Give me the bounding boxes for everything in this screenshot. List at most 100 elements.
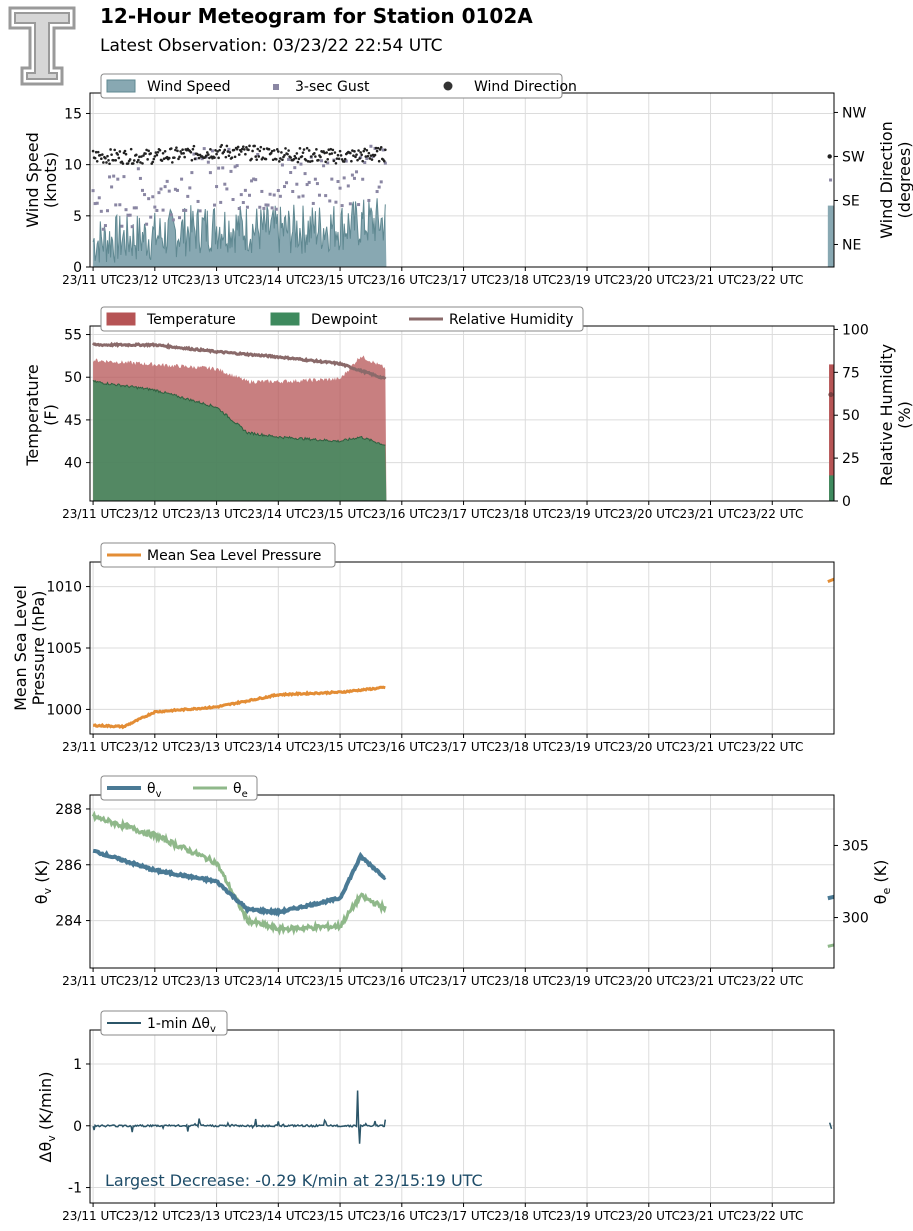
x-tick-label: 23/19 UTC — [556, 974, 618, 988]
wind-direction-point — [215, 152, 218, 156]
x-tick-label: 23/21 UTC — [680, 974, 742, 988]
gust-point — [161, 208, 165, 212]
gust-point — [350, 173, 354, 177]
legend-box — [100, 542, 336, 568]
wind-direction-point — [191, 147, 195, 151]
gust-point — [217, 166, 221, 170]
wind-direction-point — [279, 157, 282, 160]
gust-point — [334, 200, 338, 204]
wind-direction-point — [102, 161, 105, 164]
wind-direction-point — [232, 148, 236, 152]
x-tick-label: 23/20 UTC — [618, 740, 680, 754]
x-tick-label: 23/11 UTC — [62, 1209, 124, 1223]
gust-point — [355, 170, 359, 174]
wind-direction-point — [274, 158, 278, 161]
gust-point — [365, 157, 369, 161]
wind-direction-point — [223, 148, 227, 152]
x-tick-label: 23/20 UTC — [618, 507, 680, 521]
wind-direction-point — [343, 157, 347, 161]
wind-direction-point — [374, 146, 378, 150]
axis-label-line: Wind Speed — [23, 132, 42, 227]
y-tick-label: 15 — [64, 106, 82, 122]
gust-point — [369, 144, 373, 148]
y-tick-label-right: 50 — [842, 408, 860, 424]
wind-direction-point — [206, 151, 209, 154]
y-tick-label: 10 — [64, 158, 82, 174]
wind-direction-point — [355, 153, 358, 156]
wind-direction-point — [94, 150, 98, 154]
wind-direction-point — [140, 155, 143, 158]
wind-direction-point — [242, 145, 245, 148]
gust-point — [171, 218, 175, 222]
gust-point — [379, 180, 383, 184]
y-tick-label-right: NW — [842, 105, 866, 121]
wind-direction-point — [145, 148, 148, 152]
x-tick-label: 23/19 UTC — [556, 740, 618, 754]
gust-point — [134, 206, 138, 210]
gust-point — [307, 180, 311, 184]
wind-direction-point — [167, 156, 171, 160]
wind-direction-point — [308, 160, 312, 163]
y-tick-label-right: 0 — [842, 494, 851, 510]
x-tick-label: 23/16 UTC — [371, 273, 433, 287]
wind-direction-point — [248, 144, 251, 148]
x-tick-label: 23/16 UTC — [371, 507, 433, 521]
wind-direction-point — [147, 149, 150, 153]
wind-speed-latest — [827, 205, 834, 267]
wind-direction-point — [146, 158, 149, 161]
wind-direction-point — [364, 155, 368, 158]
gust-point — [233, 165, 237, 169]
gust-point — [97, 196, 101, 200]
wind-direction-point — [108, 162, 111, 166]
wind-direction-point — [349, 151, 352, 155]
dewpoint-latest — [829, 475, 834, 501]
y-tick-label-right: 75 — [842, 365, 860, 381]
wind-direction-point — [295, 152, 299, 155]
wind-direction-point — [289, 156, 292, 159]
gust-point — [276, 188, 280, 192]
gust-point — [122, 175, 126, 179]
wind-direction-point — [118, 150, 122, 153]
wind-direction-point — [192, 144, 196, 148]
wind-direction-point — [93, 156, 97, 160]
wind-direction-point — [128, 158, 132, 161]
x-tick-label: 23/22 UTC — [741, 740, 803, 754]
wind-direction-point — [182, 151, 185, 155]
gust-point — [285, 181, 289, 185]
x-tick-label: 23/14 UTC — [247, 273, 309, 287]
wind-direction-point — [171, 161, 174, 164]
wind-direction-point — [275, 148, 279, 151]
wind-direction-point — [360, 153, 363, 157]
x-tick-label: 23/21 UTC — [680, 1209, 742, 1223]
plot-frame — [89, 1029, 835, 1204]
gust-point — [293, 166, 297, 170]
gust-point — [140, 188, 144, 192]
gust-point — [190, 171, 194, 175]
gust-point — [278, 194, 282, 198]
gust-point — [241, 201, 245, 205]
gust-point — [383, 161, 387, 165]
wind-direction-point — [256, 147, 260, 151]
wind-direction-point — [319, 155, 322, 159]
wind-direction-point — [384, 148, 387, 152]
wind-direction-point — [250, 157, 253, 161]
wind-direction-point — [136, 160, 139, 164]
theta-v-line — [92, 848, 387, 918]
gust-point — [297, 195, 301, 199]
y-tick-label: 288 — [55, 802, 82, 818]
gust-point — [147, 197, 151, 201]
wind-direction-point — [259, 145, 263, 149]
wind-direction-point — [330, 152, 334, 155]
theta-e-line — [91, 810, 387, 936]
wind-direction-point — [220, 143, 224, 147]
wind-direction-point — [324, 160, 327, 164]
y-tick-label-right: 300 — [842, 911, 869, 927]
legend-subscript: e — [242, 789, 248, 800]
gust-point — [114, 203, 118, 207]
legend-label: Mean Sea Level Pressure — [147, 548, 321, 564]
wind-direction-point — [331, 148, 335, 152]
wind-direction-point — [243, 148, 246, 151]
wind-direction-point — [209, 148, 212, 151]
wind-direction-point — [298, 147, 302, 150]
wind-direction-point — [121, 162, 125, 165]
